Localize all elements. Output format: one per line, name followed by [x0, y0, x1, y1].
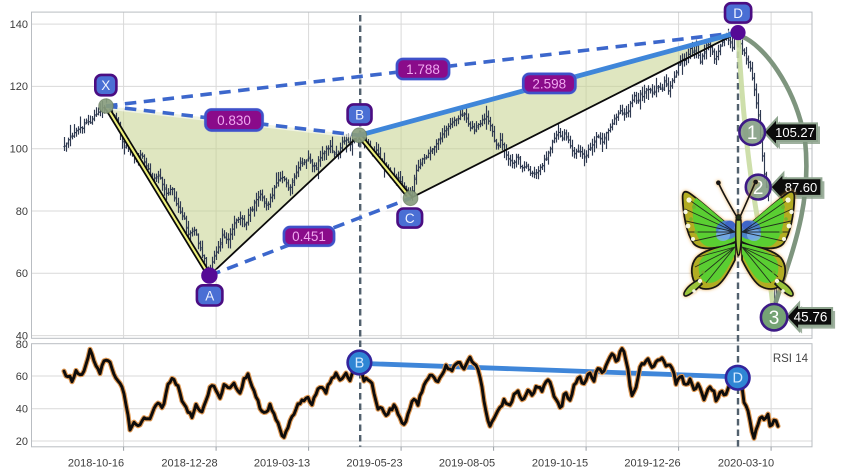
svg-text:45.76: 45.76 [794, 310, 828, 325]
svg-text:2: 2 [753, 178, 764, 199]
svg-text:2018-10-16: 2018-10-16 [68, 458, 124, 470]
svg-text:100: 100 [10, 144, 28, 156]
svg-text:B: B [355, 355, 365, 371]
svg-text:B: B [355, 107, 364, 122]
svg-text:2020-03-10: 2020-03-10 [718, 458, 774, 470]
svg-text:60: 60 [16, 268, 28, 280]
svg-text:2018-12-28: 2018-12-28 [161, 458, 217, 470]
svg-text:2019-03-13: 2019-03-13 [254, 458, 310, 470]
svg-text:3: 3 [769, 308, 780, 329]
svg-text:80: 80 [16, 339, 28, 351]
svg-text:0.830: 0.830 [217, 113, 251, 128]
svg-text:2.598: 2.598 [532, 76, 566, 91]
svg-text:20: 20 [16, 436, 28, 448]
svg-text:1.788: 1.788 [406, 62, 440, 77]
svg-text:2019-08-05: 2019-08-05 [439, 458, 495, 470]
svg-text:105.27: 105.27 [775, 125, 815, 140]
svg-text:40: 40 [16, 330, 28, 342]
svg-text:X: X [101, 78, 110, 93]
svg-text:2019-12-26: 2019-12-26 [624, 458, 680, 470]
svg-text:60: 60 [16, 371, 28, 383]
svg-text:C: C [405, 211, 415, 226]
svg-text:80: 80 [16, 206, 28, 218]
svg-text:120: 120 [10, 81, 28, 93]
svg-text:2019-05-23: 2019-05-23 [346, 458, 402, 470]
svg-text:40: 40 [16, 404, 28, 416]
svg-text:D: D [733, 6, 743, 21]
svg-text:2019-10-15: 2019-10-15 [532, 458, 588, 470]
svg-text:140: 140 [10, 19, 28, 31]
svg-text:1: 1 [747, 123, 758, 144]
svg-text:RSI 14: RSI 14 [773, 353, 809, 365]
svg-text:D: D [732, 371, 742, 387]
svg-text:0.451: 0.451 [292, 229, 326, 244]
svg-text:A: A [205, 288, 214, 303]
